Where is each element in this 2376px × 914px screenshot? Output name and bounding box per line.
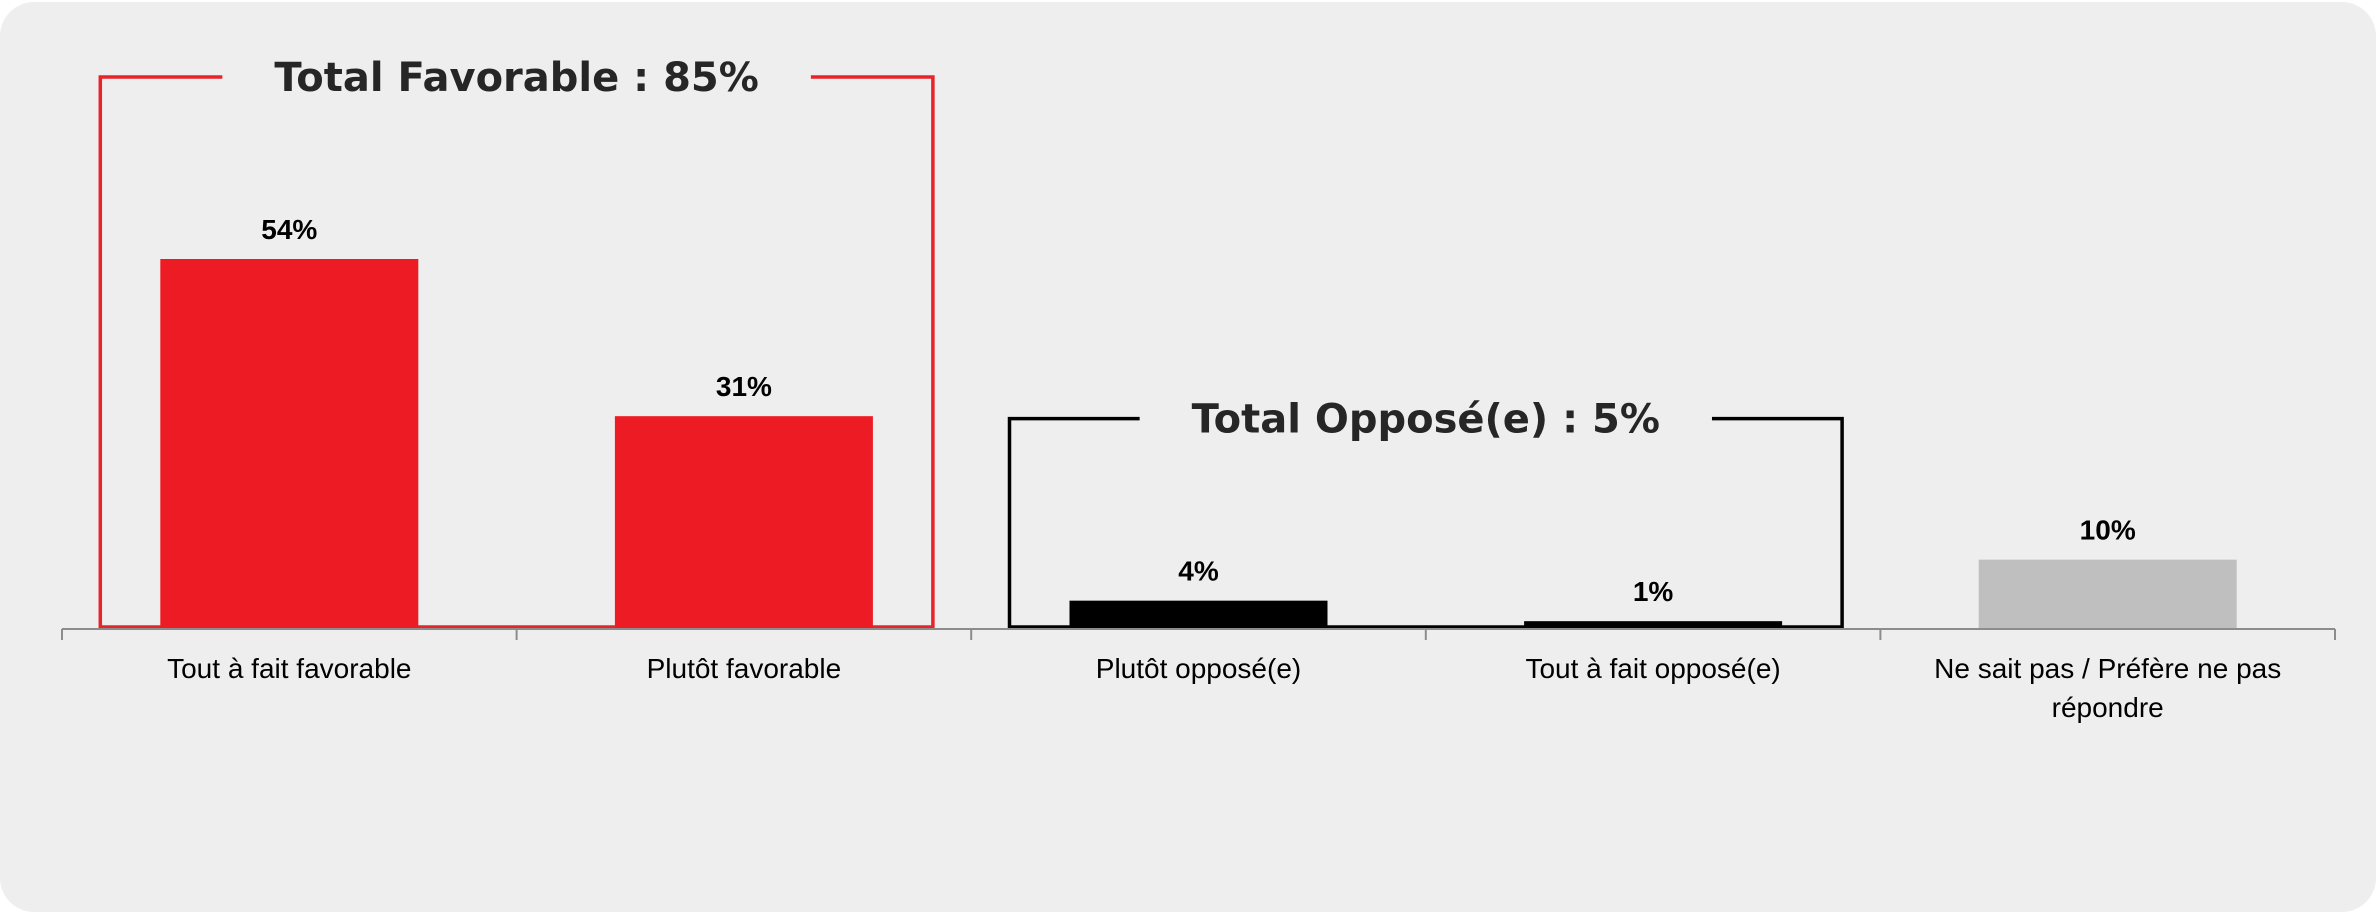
data-label-5: 10% — [2080, 515, 2136, 546]
x-tick-label-2: Plutôt favorable — [647, 653, 842, 684]
bars — [160, 259, 2237, 628]
x-tick-label-4: Tout à fait opposé(e) — [1525, 653, 1780, 684]
bar-5 — [1978, 559, 2237, 628]
group-brackets: Total Favorable : 85% Total Opposé(e) : 5… — [98, 55, 1844, 629]
group-bracket-1 — [98, 75, 935, 629]
group-title-1: Total Favorable : 85% — [274, 55, 759, 101]
data-label-2: 31% — [716, 371, 772, 402]
x-tick-label-1: Tout à fait favorable — [167, 653, 411, 684]
x-tick-label-3: Plutôt opposé(e) — [1096, 653, 1301, 684]
x-tick-label-5: Ne sait pas / Préfère ne pas répondre — [1934, 653, 2281, 723]
bar-3 — [1069, 600, 1328, 628]
bar-4 — [1524, 621, 1783, 628]
data-label-3: 4% — [1178, 556, 1219, 587]
bar-1 — [160, 259, 419, 628]
group-title-2: Total Opposé(e) : 5% — [1192, 397, 1660, 443]
bar-2 — [614, 416, 873, 628]
data-labels: 54% 31% 4% 1% 10% — [261, 214, 2136, 607]
group-bracket-2 — [1007, 416, 1844, 629]
x-axis — [61, 628, 2336, 640]
x-tick-labels: Tout à fait favorable Plutôt favorable Plu… — [167, 653, 2281, 723]
data-label-1: 54% — [261, 214, 317, 245]
data-label-4: 1% — [1633, 576, 1674, 607]
